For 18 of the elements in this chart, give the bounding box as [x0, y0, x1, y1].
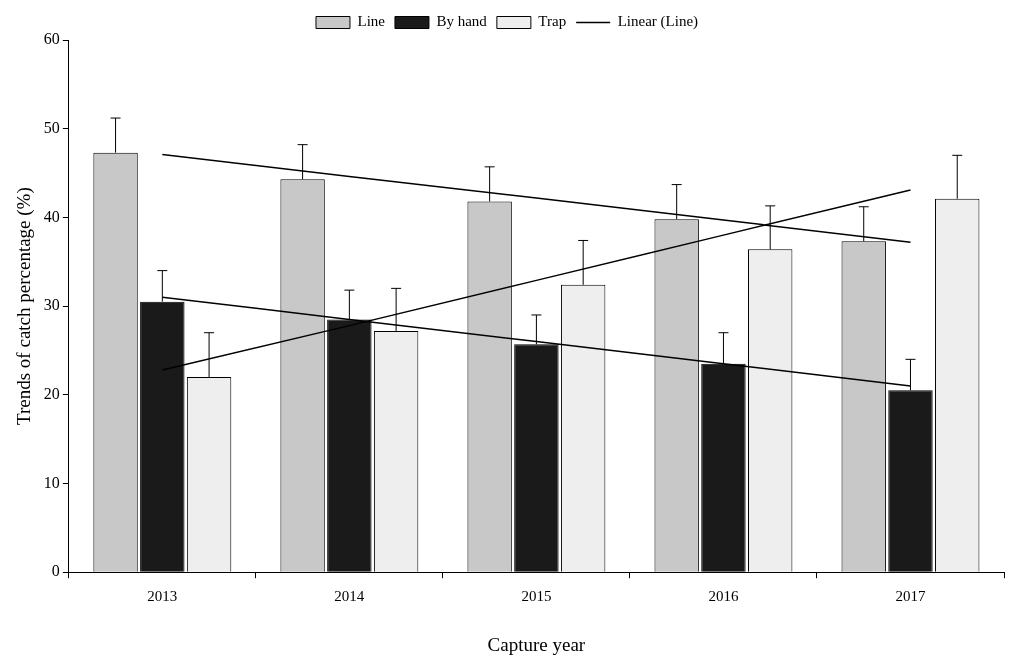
- x-tick-label: 2013: [147, 588, 178, 605]
- x-axis-title: Capture year: [487, 633, 586, 655]
- y-tick-label: 0: [51, 562, 60, 580]
- x-tick-label: 2015: [521, 588, 552, 605]
- y-tick-label: 60: [43, 30, 60, 48]
- legend-label: Line: [357, 13, 386, 30]
- x-tick-label: 2017: [895, 588, 926, 605]
- legend-label: Linear (Line): [617, 13, 699, 31]
- y-tick-label: 50: [43, 118, 60, 136]
- y-tick-label: 30: [43, 296, 60, 314]
- legend-label: By hand: [436, 13, 488, 30]
- y-tick-label: 40: [43, 207, 60, 225]
- x-tick-label: 2014: [334, 588, 365, 605]
- x-tick-label: 2016: [708, 588, 739, 605]
- y-axis-title: Trends of catch percentage (%): [13, 187, 36, 425]
- y-tick-label: 10: [43, 473, 60, 491]
- legend-label: Trap: [538, 13, 567, 30]
- y-tick-label: 20: [43, 385, 60, 402]
